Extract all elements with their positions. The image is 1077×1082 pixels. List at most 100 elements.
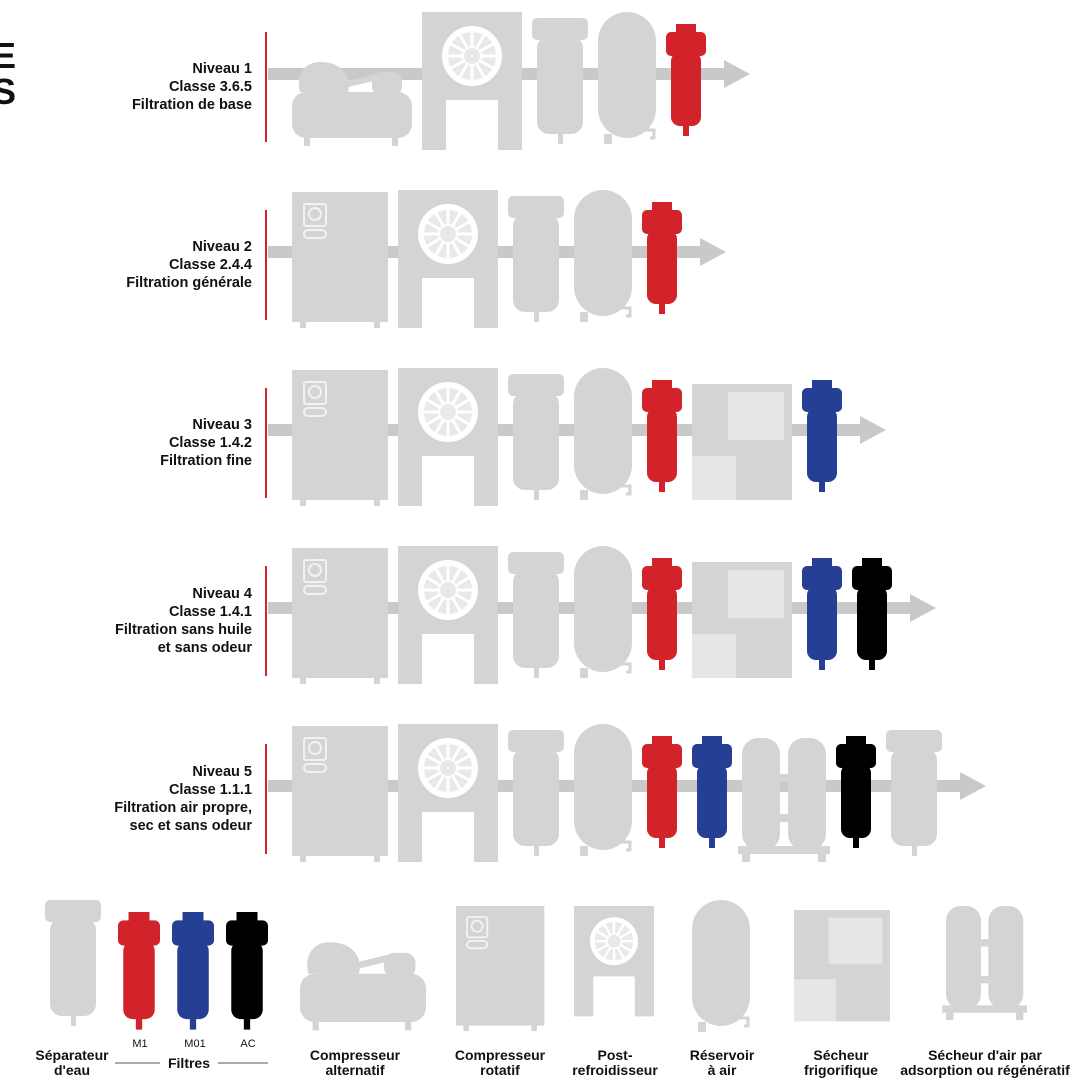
level-5-row <box>265 724 986 862</box>
water-separator-icon <box>532 18 588 144</box>
flow-arrow-head <box>910 594 936 622</box>
water-separator-icon <box>508 730 564 856</box>
legend-rotary-icon <box>456 906 545 1032</box>
legend-receiver-label-line: Réservoir <box>689 1047 755 1063</box>
level-divider <box>265 210 267 320</box>
legend-reciprocating-icon <box>300 942 426 1031</box>
level-divider <box>265 744 267 854</box>
legend-filter-code-m01: M01 <box>184 1038 206 1050</box>
level-4-row <box>265 546 936 684</box>
level-4-label: Niveau 4 Classe 1.4.1 Filtration sans huil… <box>115 585 252 657</box>
level-divider <box>265 32 267 142</box>
level-label-line: Niveau 3 <box>192 417 252 433</box>
filter-red-icon <box>642 202 682 314</box>
rotary-compressor-icon <box>292 370 388 506</box>
legend-aftercooler-label-line: refroidisseur <box>572 1062 658 1078</box>
level-2-label: Niveau 2 Classe 2.4.4 Filtration générale <box>126 238 252 292</box>
level-1-row <box>265 12 750 150</box>
legend-reciprocating-label-line: alternatif <box>325 1062 385 1078</box>
rotary-compressor-icon <box>292 548 388 684</box>
filter-red-icon <box>642 558 682 670</box>
level-1-label: Niveau 1 Classe 3.6.5 Filtration de base <box>132 60 252 114</box>
legend-aftercooler-icon <box>574 906 654 1017</box>
level-label-line: Classe 1.4.2 <box>168 435 252 451</box>
level-2-row <box>265 190 726 328</box>
water-separator-icon <box>886 730 942 856</box>
legend-filter-ac-icon <box>226 912 268 1030</box>
legend-aftercooler-label: Post-refroidisseur <box>560 1048 670 1078</box>
level-label-line: Classe 2.4.4 <box>168 257 252 273</box>
legend-rotary-label: Compresseur rotatif <box>445 1048 555 1078</box>
level-label-line: Niveau 5 <box>192 764 252 780</box>
legend-desiccant-dryer-label-line: Sécheur d'air par <box>928 1047 1042 1063</box>
legend-refrigerated-dryer-label-line: frigorifique <box>804 1062 878 1078</box>
legend-filter-m01-icon <box>172 912 214 1030</box>
flow-arrow-head <box>960 772 986 800</box>
refrigerated-dryer-icon <box>692 562 792 678</box>
title-fragment-line-2: S <box>0 71 17 112</box>
level-label-line: sec et sans odeur <box>129 818 253 834</box>
legend-water-separator-label-line: d'eau <box>53 1062 90 1078</box>
level-label-line: Filtration sans huile <box>115 622 252 638</box>
level-divider <box>265 566 267 676</box>
legend-refrigerated-dryer-icon <box>794 910 890 1022</box>
level-label-line: Classe 3.6.5 <box>168 79 252 95</box>
legend-water-separator-icon <box>45 900 101 1026</box>
refrigerated-dryer-icon <box>692 384 792 500</box>
legend-aftercooler-label-line: Post- <box>597 1047 633 1063</box>
legend-refrigerated-dryer-label-line: Sécheur <box>813 1047 869 1063</box>
legend-desiccant-dryer-label-line: adsorption ou régénératif <box>900 1062 1070 1078</box>
page-title-fragment: E S <box>0 38 16 110</box>
aftercooler-icon <box>398 190 498 328</box>
legend-receiver-label-line: à air <box>707 1062 737 1078</box>
level-label-line: Filtration de base <box>131 97 252 113</box>
legend-receiver-label: Réservoir à air <box>672 1048 772 1078</box>
level-3-label: Niveau 3 Classe 1.4.2 Filtration fine <box>160 416 252 470</box>
filter-red-icon <box>642 380 682 492</box>
level-5-label: Niveau 5 Classe 1.1.1 Filtration air propr… <box>114 763 252 835</box>
filter-red-icon <box>642 736 682 848</box>
level-label-line: Niveau 4 <box>192 586 252 602</box>
filter-blue-icon <box>802 558 842 670</box>
legend-receiver-icon <box>692 900 750 1032</box>
level-label-line: Filtration générale <box>126 275 252 291</box>
filter-blue-icon <box>802 380 842 492</box>
legend-desiccant-dryer-icon <box>942 906 1027 1021</box>
filter-red-icon <box>666 24 706 136</box>
legend-reciprocating-label: Compresseur alternatif <box>300 1048 410 1078</box>
aftercooler-icon <box>398 724 498 862</box>
legend-rotary-label-line: Compresseur <box>454 1047 546 1063</box>
level-label-line: Niveau 1 <box>192 61 252 77</box>
level-label-line: Classe 1.1.1 <box>168 782 252 798</box>
water-separator-icon <box>508 196 564 322</box>
legend-water-separator-label: Séparateur d'eau <box>22 1048 122 1078</box>
level-label-line: Classe 1.4.1 <box>168 604 252 620</box>
legend-refrigerated-dryer-label: Sécheur frigorifique <box>791 1048 891 1078</box>
air-receiver-icon <box>598 12 656 144</box>
air-receiver-icon <box>574 546 632 678</box>
legend-desiccant-dryer-label: Sécheur d'air par adsorption ou régénérat… <box>895 1048 1075 1078</box>
filter-black-icon <box>852 558 892 670</box>
air-receiver-icon <box>574 724 632 856</box>
flow-arrow-head <box>724 60 750 88</box>
filter-black-icon <box>836 736 876 848</box>
level-label-line: Filtration fine <box>160 453 252 469</box>
rotary-compressor-icon <box>292 726 388 862</box>
desiccant-dryer-icon <box>738 738 830 862</box>
title-fragment-line-1: E <box>0 35 17 76</box>
filter-blue-icon <box>692 736 732 848</box>
legend-water-separator-label-line: Séparateur <box>35 1047 109 1063</box>
air-receiver-icon <box>574 368 632 500</box>
legend-reciprocating-label-line: Compresseur <box>309 1047 401 1063</box>
aftercooler-icon <box>398 368 498 506</box>
flow-arrow-head <box>700 238 726 266</box>
flow-arrow-head <box>860 416 886 444</box>
legend-filter-m1-icon <box>118 912 160 1030</box>
level-divider <box>265 388 267 498</box>
water-separator-icon <box>508 552 564 678</box>
legend-rotary-label-line: rotatif <box>480 1062 520 1078</box>
level-label-line: Niveau 2 <box>192 239 252 255</box>
rotary-compressor-icon <box>292 192 388 328</box>
level-label-line: Filtration air propre, <box>114 800 252 816</box>
